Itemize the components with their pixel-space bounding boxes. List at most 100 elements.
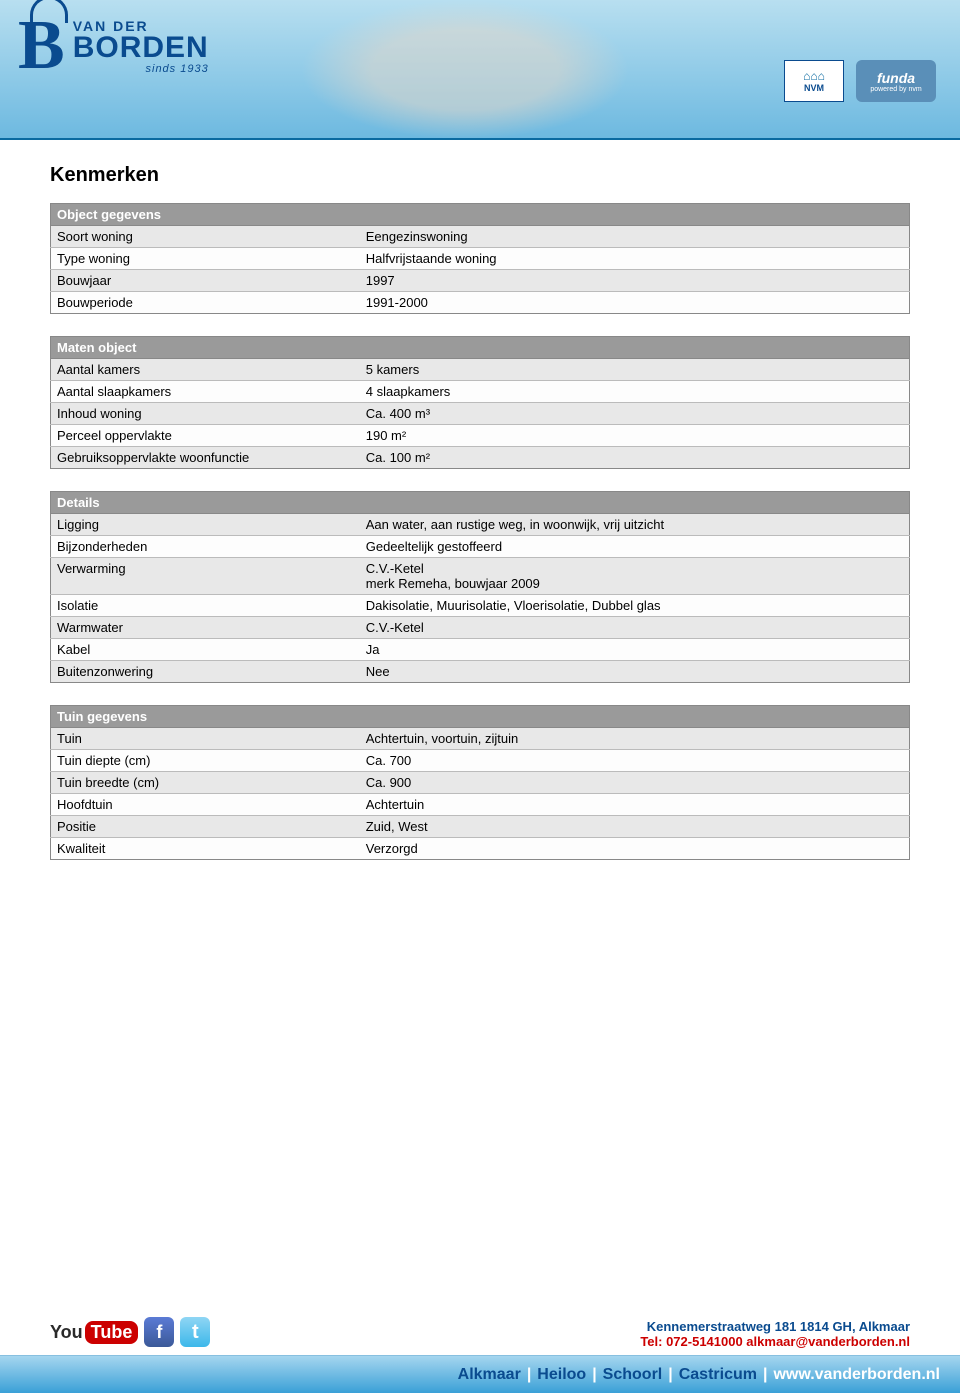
youtube-icon[interactable]: You Tube: [50, 1321, 138, 1344]
table-row: KwaliteitVerzorgd: [51, 838, 910, 860]
row-label: Aantal slaapkamers: [51, 381, 360, 403]
row-value: Ja: [360, 639, 910, 661]
row-value: Aan water, aan rustige weg, in woonwijk,…: [360, 514, 910, 536]
row-value: 5 kamers: [360, 359, 910, 381]
row-label: Bijzonderheden: [51, 536, 360, 558]
footer-locations: Alkmaar | Heiloo | Schoorl | Castricum: [458, 1366, 757, 1384]
row-label: Bouwjaar: [51, 270, 360, 292]
table-row: HoofdtuinAchtertuin: [51, 794, 910, 816]
twitter-icon[interactable]: t: [180, 1317, 210, 1347]
row-label: Warmwater: [51, 617, 360, 639]
facebook-icon[interactable]: f: [144, 1317, 174, 1347]
row-value: 4 slaapkamers: [360, 381, 910, 403]
page: B VAN DER BORDEN sinds 1933 ⌂⌂⌂ NVM fund…: [0, 0, 960, 1393]
table-row: Inhoud woningCa. 400 m³: [51, 403, 910, 425]
table-row: Aantal slaapkamers4 slaapkamers: [51, 381, 910, 403]
logo-mark-icon: B: [18, 18, 65, 74]
row-value: Achtertuin: [360, 794, 910, 816]
nvm-badge-icon: ⌂⌂⌂ NVM: [784, 60, 844, 102]
row-label: Bouwperiode: [51, 292, 360, 314]
row-value: Zuid, West: [360, 816, 910, 838]
section-object: Object gegevens Soort woningEengezinswon…: [50, 203, 910, 314]
row-value: 1997: [360, 270, 910, 292]
row-value: 1991-2000: [360, 292, 910, 314]
footer-separator: |: [763, 1366, 767, 1384]
funda-sublabel: powered by nvm: [870, 86, 921, 93]
table-row: WarmwaterC.V.-Ketel: [51, 617, 910, 639]
table-row: Perceel oppervlakte190 m²: [51, 425, 910, 447]
row-value: Achtertuin, voortuin, zijtuin: [360, 728, 910, 750]
row-label: Positie: [51, 816, 360, 838]
row-label: Tuin diepte (cm): [51, 750, 360, 772]
table-row: IsolatieDakisolatie, Muurisolatie, Vloer…: [51, 595, 910, 617]
brand-logo: B VAN DER BORDEN sinds 1933: [18, 18, 209, 75]
footer-location: Heiloo: [537, 1366, 586, 1383]
header-badges: ⌂⌂⌂ NVM funda powered by nvm: [784, 60, 936, 102]
row-label: Isolatie: [51, 595, 360, 617]
tuin-table: TuinAchtertuin, voortuin, zijtuinTuin di…: [50, 728, 910, 860]
section-details: Details LiggingAan water, aan rustige we…: [50, 491, 910, 683]
youtube-you: You: [50, 1322, 83, 1343]
content: Kenmerken Object gegevens Soort woningEe…: [0, 140, 960, 860]
table-row: Type woningHalfvrijstaande woning: [51, 248, 910, 270]
footer-location: Castricum: [679, 1366, 757, 1383]
section-header: Object gegevens: [50, 203, 910, 226]
row-value: Eengezinswoning: [360, 226, 910, 248]
row-label: Aantal kamers: [51, 359, 360, 381]
table-row: Tuin breedte (cm)Ca. 900: [51, 772, 910, 794]
row-label: Ligging: [51, 514, 360, 536]
table-row: Gebruiksoppervlakte woonfunctieCa. 100 m…: [51, 447, 910, 469]
header-banner: B VAN DER BORDEN sinds 1933 ⌂⌂⌂ NVM fund…: [0, 0, 960, 140]
row-value: Verzorgd: [360, 838, 910, 860]
funda-label: funda: [877, 70, 915, 86]
table-row: Bouwperiode1991-2000: [51, 292, 910, 314]
footer-location: Schoorl: [603, 1366, 663, 1383]
section-header: Tuin gegevens: [50, 705, 910, 728]
details-table: LiggingAan water, aan rustige weg, in wo…: [50, 514, 910, 683]
row-value: C.V.-Ketelmerk Remeha, bouwjaar 2009: [360, 558, 910, 595]
row-label: Kabel: [51, 639, 360, 661]
maten-table: Aantal kamers5 kamersAantal slaapkamers4…: [50, 359, 910, 469]
footer-separator: |: [592, 1366, 596, 1383]
row-label: Kwaliteit: [51, 838, 360, 860]
section-maten: Maten object Aantal kamers5 kamersAantal…: [50, 336, 910, 469]
row-label: Tuin breedte (cm): [51, 772, 360, 794]
row-value: Gedeeltelijk gestoffeerd: [360, 536, 910, 558]
footer-url[interactable]: www.vanderborden.nl: [773, 1366, 940, 1384]
table-row: BuitenzonweringNee: [51, 661, 910, 683]
table-row: LiggingAan water, aan rustige weg, in wo…: [51, 514, 910, 536]
row-value: Nee: [360, 661, 910, 683]
nvm-houses-icon: ⌂⌂⌂: [803, 69, 825, 83]
footer: You Tube f t Kennemerstraatweg 181 1814 …: [0, 1319, 960, 1393]
row-value: Dakisolatie, Muurisolatie, Vloerisolatie…: [360, 595, 910, 617]
row-label: Hoofdtuin: [51, 794, 360, 816]
table-row: BijzonderhedenGedeeltelijk gestoffeerd: [51, 536, 910, 558]
funda-badge-icon: funda powered by nvm: [856, 60, 936, 102]
youtube-tube: Tube: [85, 1321, 139, 1344]
row-label: Perceel oppervlakte: [51, 425, 360, 447]
page-title: Kenmerken: [50, 164, 910, 187]
table-row: Soort woningEengezinswoning: [51, 226, 910, 248]
row-label: Type woning: [51, 248, 360, 270]
brand-main: BORDEN: [73, 34, 209, 63]
row-value: 190 m²: [360, 425, 910, 447]
brand-tagline: sinds 1933: [73, 63, 209, 75]
logo-text: VAN DER BORDEN sinds 1933: [73, 18, 209, 75]
footer-separator: |: [527, 1366, 531, 1383]
table-row: VerwarmingC.V.-Ketelmerk Remeha, bouwjaa…: [51, 558, 910, 595]
row-value: Ca. 100 m²: [360, 447, 910, 469]
row-value: Ca. 900: [360, 772, 910, 794]
table-row: Bouwjaar1997: [51, 270, 910, 292]
section-header: Maten object: [50, 336, 910, 359]
row-value: Ca. 700: [360, 750, 910, 772]
row-label: Tuin: [51, 728, 360, 750]
table-row: PositieZuid, West: [51, 816, 910, 838]
row-label: Inhoud woning: [51, 403, 360, 425]
footer-bar: Alkmaar | Heiloo | Schoorl | Castricum | www.v…: [0, 1355, 960, 1393]
row-label: Gebruiksoppervlakte woonfunctie: [51, 447, 360, 469]
social-links: You Tube f t: [50, 1317, 210, 1347]
row-value: C.V.-Ketel: [360, 617, 910, 639]
footer-location: Alkmaar: [458, 1366, 521, 1383]
footer-separator: |: [668, 1366, 672, 1383]
nvm-label: NVM: [804, 83, 824, 93]
